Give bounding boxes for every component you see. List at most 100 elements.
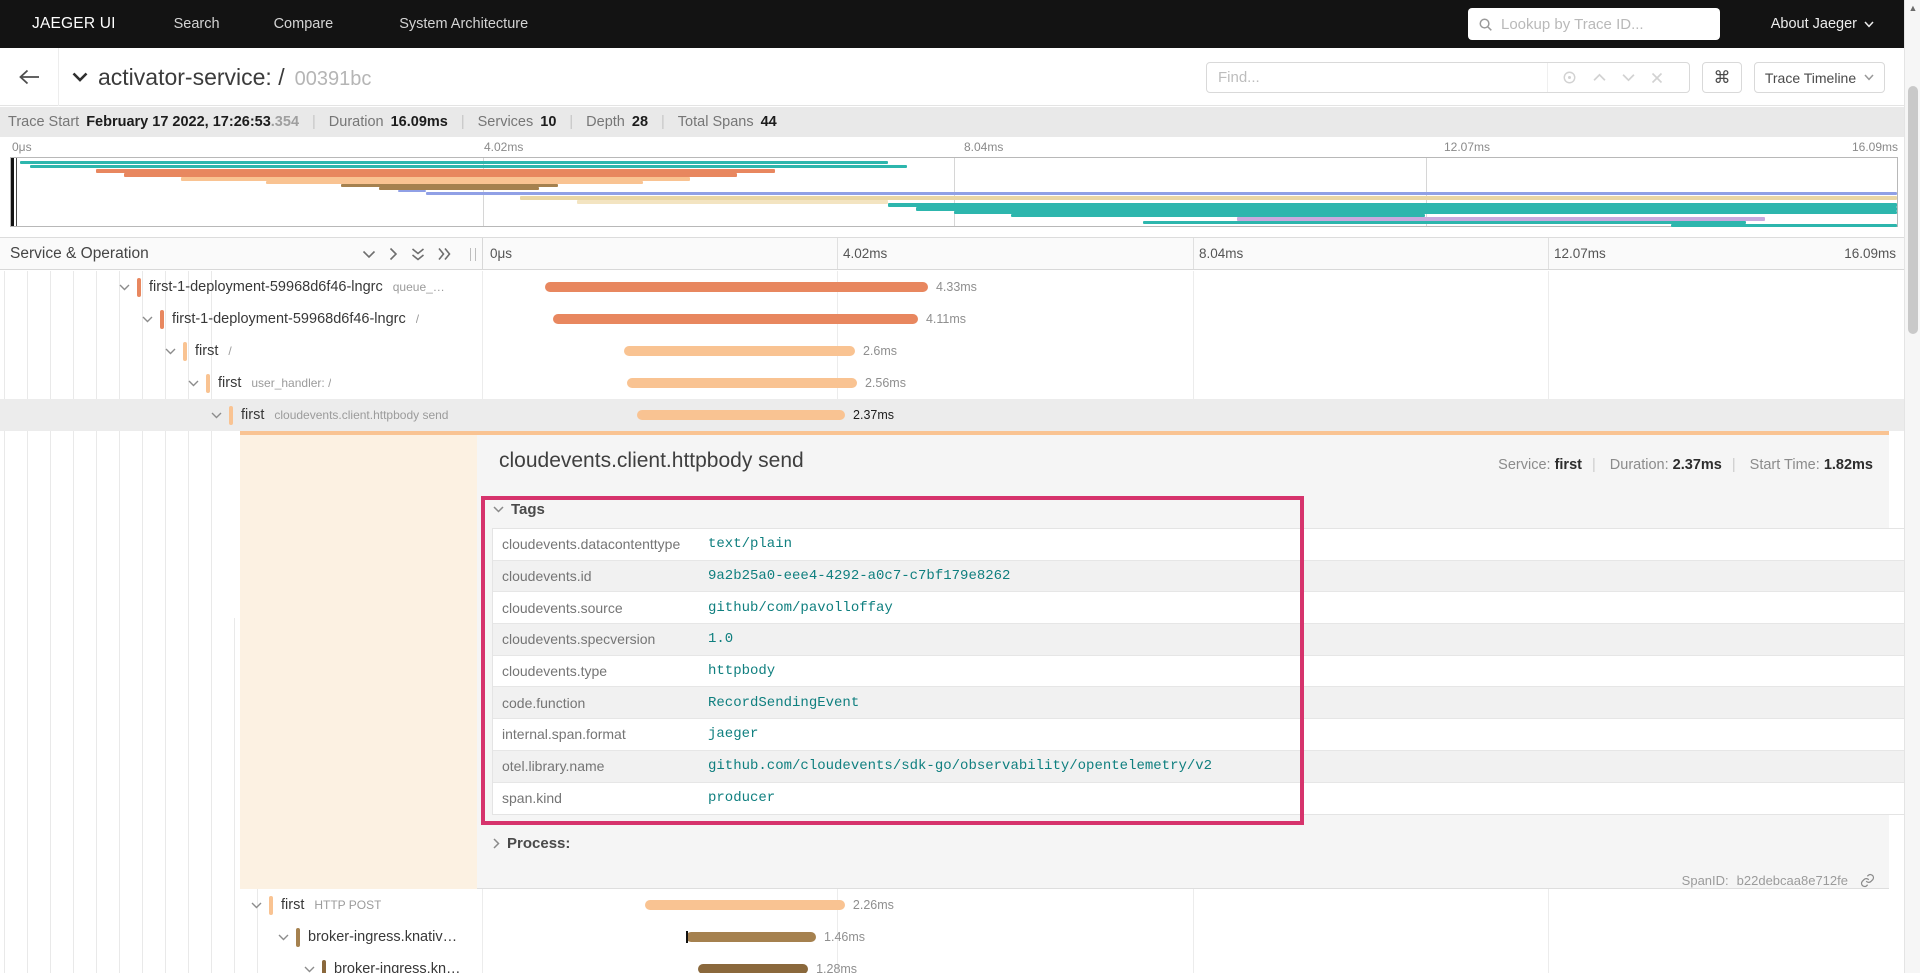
chevron-down-icon[interactable] [119,284,130,291]
chevron-down-icon[interactable] [278,934,289,941]
span-bar[interactable] [544,282,928,292]
span-bar[interactable] [627,378,857,388]
span-color-marker [269,895,273,915]
chevron-down-icon[interactable] [251,902,262,909]
span-timeline-cell[interactable]: 2.26ms [482,889,1904,921]
match-highlight-icon[interactable] [1562,70,1577,85]
divider: | [460,114,465,130]
tag-value: httpbody [708,663,776,680]
span-timeline-cell[interactable]: 2.37ms [482,399,1904,431]
app-logo[interactable]: JAEGER UI [32,15,116,32]
span-bar[interactable] [624,346,855,356]
trace-view-selector[interactable]: Trace Timeline [1754,62,1885,93]
span-operation-name: HTTP POST [314,898,382,912]
minimap-drag-handle[interactable] [11,158,14,226]
next-match-icon[interactable] [1622,73,1635,82]
chevron-down-icon [1864,74,1874,81]
chevron-down-icon[interactable] [304,966,315,973]
minimap-drag-handle-secondary[interactable] [16,158,17,226]
process-section-header[interactable]: Process: [493,835,570,852]
prev-match-icon[interactable] [1593,73,1606,82]
span-bar[interactable] [644,900,845,910]
span-bar[interactable] [686,932,817,942]
minimap-span-segment [425,192,1897,195]
span-timeline-cell[interactable]: 4.11ms [482,303,1904,335]
collapse-one-icon[interactable] [362,250,376,259]
span-name-cell[interactable]: first user_handler: / [0,367,482,399]
chevron-down-icon [1864,20,1874,28]
tag-value: text/plain [708,536,793,553]
span-name-cell[interactable]: broker-ingress.knativ… [0,921,482,953]
chevron-down-icon[interactable] [211,412,222,419]
span-name-cell[interactable]: broker-ingress.kn… [0,953,482,973]
span-name-cell[interactable]: first-1-deployment-59968d6f46-lngrc queu… [0,271,482,303]
span-color-marker [206,373,210,393]
vertical-scrollbar[interactable]: ▲ [1904,0,1920,973]
trace-id-search-box[interactable] [1468,8,1720,40]
span-bar[interactable] [636,410,846,420]
span-name-cell[interactable]: first / [0,335,482,367]
span-row[interactable]: first / 2.6ms [0,335,1904,367]
span-duration-label: 2.26ms [852,898,894,912]
services-value: 10 [540,114,557,130]
tag-row: cloudevents.datacontenttype text/plain [493,529,1904,561]
tick-gridline [837,238,838,269]
process-label: Process: [507,835,571,852]
expand-all-icon[interactable] [438,247,451,261]
span-timeline-cell[interactable]: 1.46ms [482,921,1904,953]
minimap-tick: 0μs [12,140,32,154]
minimap-tick: 12.07ms [1444,140,1491,154]
span-name-cell[interactable]: first cloudevents.client.httpbody send [0,399,482,431]
keyboard-shortcuts-button[interactable]: ⌘ [1702,62,1742,93]
minimap-canvas[interactable] [10,157,1898,227]
nav-item-search[interactable]: Search [173,16,220,32]
span-name-cell[interactable]: first HTTP POST [0,889,482,921]
about-jaeger-menu[interactable]: About Jaeger [1771,0,1874,48]
tag-key: cloudevents.id [502,568,592,585]
chevron-down-icon[interactable] [165,348,176,355]
span-name-cell[interactable]: first-1-deployment-59968d6f46-lngrc / [0,303,482,335]
span-service-name: first [281,897,305,913]
span-row-selected[interactable]: first cloudevents.client.httpbody send 2… [0,399,1904,431]
deep-link-icon[interactable] [1860,873,1875,888]
span-row[interactable]: first-1-deployment-59968d6f46-lngrc / 4.… [0,303,1904,335]
nav-item-compare[interactable]: Compare [273,16,334,32]
collapse-all-icon[interactable] [411,247,425,261]
back-button[interactable] [0,48,59,106]
tag-key: code.function [502,694,586,711]
trace-view-label: Trace Timeline [1764,69,1857,86]
nav-item-system-architecture[interactable]: System Architecture [399,16,529,32]
column-resizer[interactable] [468,248,478,261]
trace-id-search-input[interactable] [1501,15,1710,33]
span-timeline-cell[interactable]: 2.56ms [482,367,1904,399]
minimap-span-segment [576,200,888,204]
span-row[interactable]: broker-ingress.kn… 1.28ms [0,953,1904,973]
tags-section-header[interactable]: Tags [493,501,545,518]
span-color-marker [160,309,164,329]
trace-start-millis: .354 [270,114,300,130]
chevron-down-icon[interactable] [142,316,153,323]
span-row[interactable]: first HTTP POST 2.26ms [0,889,1904,921]
minimap-span-segment [1142,221,1747,224]
scrollbar-thumb[interactable] [1908,86,1918,334]
clear-find-icon[interactable] [1651,72,1663,84]
span-timeline-cell[interactable]: 2.6ms [482,335,1904,367]
span-row[interactable]: first-1-deployment-59968d6f46-lngrc queu… [0,271,1904,303]
span-row[interactable]: broker-ingress.knativ… 1.46ms [0,921,1904,953]
duration-label: Duration: [1609,457,1669,473]
chevron-down-icon[interactable] [188,380,199,387]
minimap-span-segment [954,211,1897,214]
span-bar[interactable] [698,964,809,973]
tag-row: cloudevents.id 9a2b25a0-eee4-4292-a0c7-c7… [493,560,1904,593]
span-bar[interactable] [552,314,918,324]
scrollbar-up-arrow[interactable]: ▲ [1908,3,1918,13]
span-row[interactable]: first user_handler: / 2.56ms [0,367,1904,399]
trace-title-collapser[interactable] [72,48,88,106]
span-id-label: SpanID: [1681,872,1729,888]
expand-one-icon[interactable] [389,247,398,261]
duration-value: 2.37ms [1672,457,1722,473]
find-input[interactable] [1207,69,1547,86]
span-timeline-cell[interactable]: 4.33ms [482,271,1904,303]
minimap-span-segment [916,207,1897,211]
span-timeline-cell[interactable]: 1.28ms [482,953,1904,973]
